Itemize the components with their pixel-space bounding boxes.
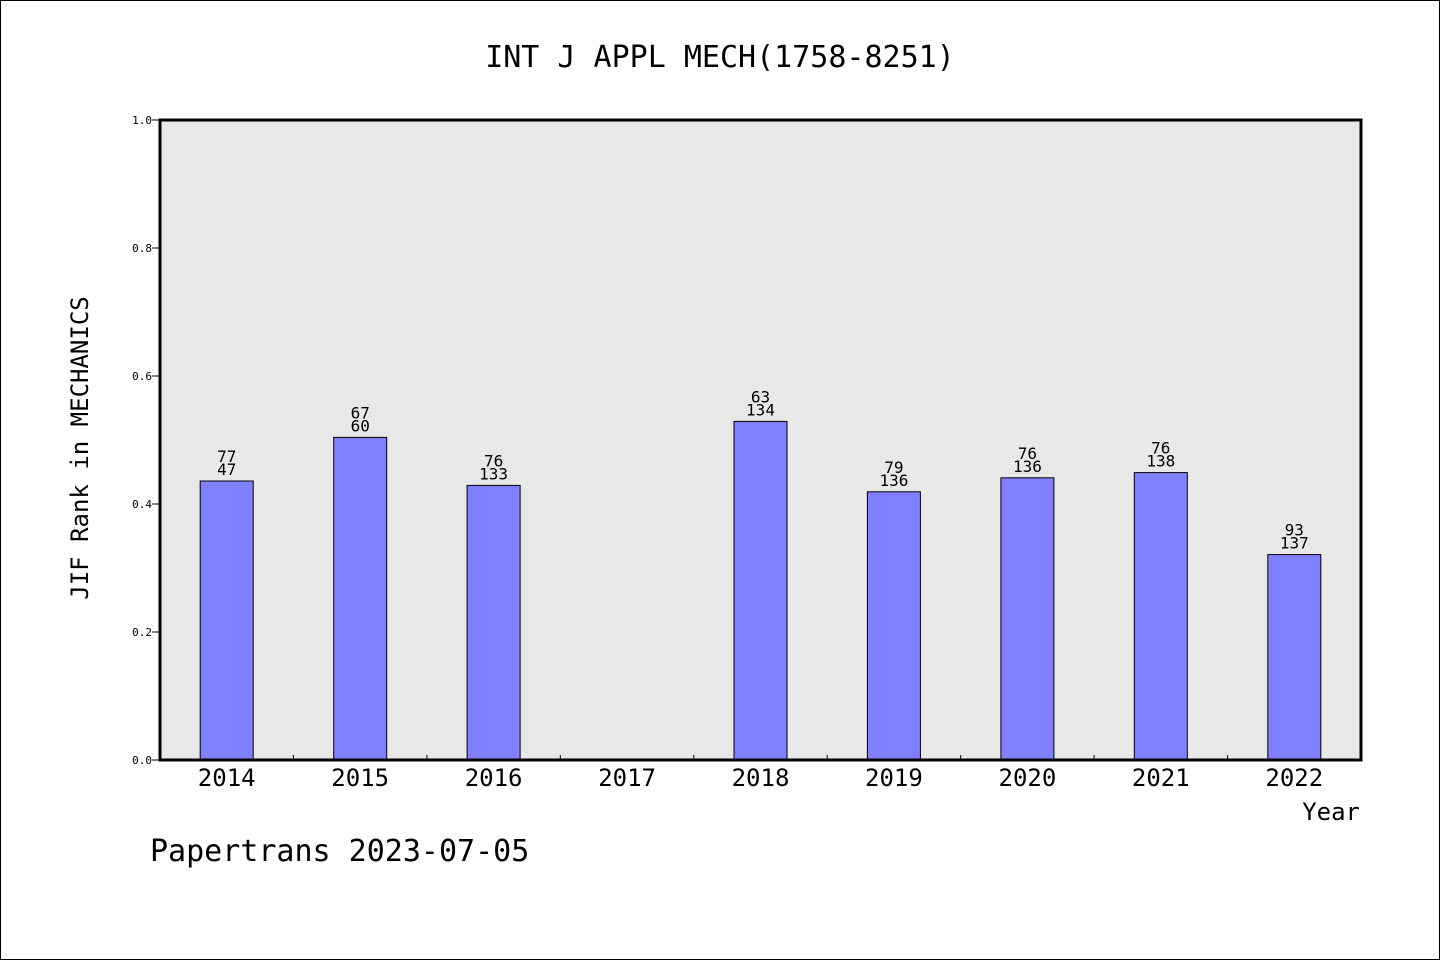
footer-source: Papertrans 2023-07-05 [150,834,530,869]
y-tick-label: 1.0 [132,114,152,127]
y-tick-label: 0.2 [132,626,152,639]
rank-label-2022: 93 [1285,521,1304,540]
bars-group [199,420,1322,761]
x-tick-label-2014: 2014 [198,764,256,792]
x-tick-label-2021: 2021 [1132,764,1190,792]
total-label-2016: 133 [479,464,508,483]
rank-label-2015: 67 [351,403,370,422]
x-tick-label-2015: 2015 [331,764,389,792]
total-label-2018: 134 [746,400,775,419]
bar-2014 [199,480,254,761]
x-axis-title: Year [1302,798,1360,826]
x-tick-label-2019: 2019 [865,764,923,792]
bar-2018 [733,420,788,761]
total-label-2022: 137 [1280,534,1309,553]
bar-2019 [866,491,921,761]
rank-label-2020: 76 [1018,444,1037,463]
x-tick-label-2020: 2020 [999,764,1057,792]
x-axis: 2014 2015 2016 2017 2018 2019 2020 2021 2022 [198,755,1323,792]
total-label-2014: 47 [217,460,236,479]
chart-title: INT J APPL MECH(1758-8251) [485,40,955,75]
bar-2020 [1000,477,1055,761]
total-label-2020: 136 [1013,457,1042,476]
rank-label-2016: 76 [484,451,503,470]
rank-label-2019: 79 [884,458,903,477]
bar-2016 [466,484,521,761]
bar-2015 [333,436,388,761]
total-label-2021: 138 [1146,452,1175,471]
rank-label-2018: 63 [751,387,770,406]
total-label-2015: 60 [351,416,370,435]
plot-border [158,118,1363,762]
x-tick-label-2018: 2018 [732,764,790,792]
y-tick-label: 0.0 [132,754,152,767]
rank-label-2014: 77 [217,447,236,466]
rank-label-2021: 76 [1151,439,1170,458]
y-tick-label: 0.6 [132,370,152,383]
bar-2022 [1267,554,1322,761]
bar-2021 [1133,472,1188,761]
total-label-2019: 136 [879,471,908,490]
y-tick-label: 0.8 [132,242,152,255]
y-axis-title: JIF Rank in MECHANICS [66,296,94,599]
y-axis: 0.0 0.2 0.4 0.6 0.8 1.0 [132,114,160,767]
x-tick-label-2017: 2017 [598,764,656,792]
x-tick-label-2022: 2022 [1265,764,1323,792]
y-tick-label: 0.4 [132,498,152,511]
x-tick-label-2016: 2016 [465,764,523,792]
